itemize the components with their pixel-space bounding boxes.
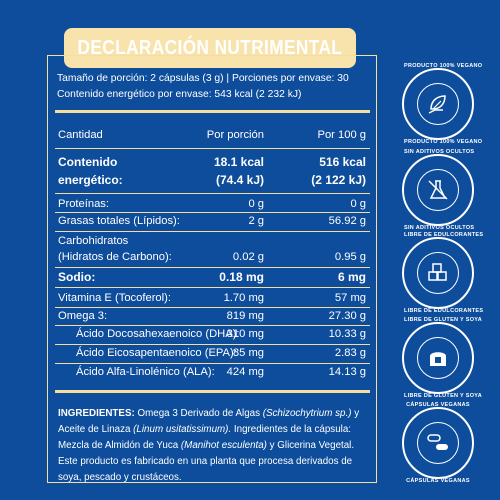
nutrient-per100: 0.95 g <box>334 251 366 263</box>
nutrient-row-sodium: Sodio: 0.18 mg 6 mg <box>58 270 368 284</box>
nutrient-label: Ácido Eicosapentaenoico (EPA): <box>76 347 237 359</box>
energy-label-2: energético: <box>58 173 123 187</box>
nutrient-row: Carbohidratos <box>58 235 368 247</box>
nutrient-portion: 819 mg <box>226 310 264 322</box>
divider-thick <box>55 110 370 113</box>
nutrient-row: Proteínas: 0 g 0 g <box>58 198 368 210</box>
divider <box>55 267 370 268</box>
badge-label: CÁPSULAS VEGANAS <box>406 478 470 484</box>
nutrient-per100: 2.83 g <box>334 347 366 359</box>
badge-label: CÁPSULAS VEGANAS <box>406 402 470 408</box>
nutrient-per100: 10.33 g <box>328 328 366 340</box>
nutrient-per100: 27.30 g <box>328 310 366 322</box>
divider <box>55 363 370 364</box>
ingredients-part: y Aceite de Linaza <box>58 408 360 435</box>
nutrient-portion: 0.02 g <box>232 251 264 263</box>
nutrient-label: Ácido Alfa-Linolénico (ALA): <box>76 366 215 378</box>
nutrient-row-sub: Ácido Docosahexaenoico (DHA): 310 mg 10.… <box>58 328 368 340</box>
badge-gluten-soy-free: LIBRE DE GLUTEN Y SOYA LIBRE DE GLUTEN Y… <box>402 317 482 399</box>
badge-label: PRODUCTO 100% VEGANO <box>404 63 483 69</box>
nutrient-row-sub: Ácido Alfa-Linolénico (ALA): 424 mg 14.1… <box>58 366 368 378</box>
badge-label: PRODUCTO 100% VEGANO <box>404 139 483 145</box>
nutrient-row: Omega 3: 819 mg 27.30 g <box>58 310 368 322</box>
ingredients-part: y Glicerina Vegetal. Este producto es fa… <box>58 440 355 483</box>
nutrient-row-sub: Ácido Eicosapentaenoico (EPA): 85 mg 2.8… <box>58 347 368 359</box>
badge-label: LIBRE DE EDULCORANTES <box>404 232 484 238</box>
energy-kcal-100: 516 kcal <box>319 155 366 169</box>
ingredients-part: Ingredientes de la cápsula: Mezcla de Al… <box>58 424 351 451</box>
header-quantity: Cantidad <box>58 129 103 141</box>
nutrient-portion: 85 mg <box>232 347 264 359</box>
nutrient-label: Ácido Docosahexaenoico (DHA): <box>76 328 240 340</box>
divider <box>55 231 370 232</box>
leaf-hand-icon <box>428 95 446 114</box>
nutrient-per100: 56.92 g <box>328 215 366 227</box>
nutrient-row: (Hidratos de Carbono): 0.02 g 0.95 g <box>58 251 368 263</box>
badge-label: SIN ADITIVOS OCULTOS <box>404 149 475 155</box>
energy-label-1: Contenido <box>58 155 118 169</box>
divider <box>55 325 370 326</box>
nutrition-panel <box>47 55 377 483</box>
nutrient-row: Vitamina E (Tocoferol): 1.70 mg 57 mg <box>58 292 368 304</box>
nutrient-per100: 0 g <box>350 198 366 210</box>
ingredients-species: (Linum usitatissimum). <box>133 424 232 435</box>
badge-vegan-capsules: CÁPSULAS VEGANAS CÁPSULAS VEGANAS <box>402 402 474 484</box>
nutrient-portion: 1.70 mg <box>223 292 264 304</box>
nutrient-label: Grasas totales (Lípidos): <box>58 215 180 227</box>
serving-info: Tamaño de porción: 2 cápsulas (3 g) | Po… <box>57 71 377 103</box>
energy-row-2: energético: (74.4 kJ) (2 122 kJ) <box>58 173 368 187</box>
badge-label: LIBRE DE GLUTEN Y SOYA <box>404 317 483 323</box>
header-per-portion: Por porción <box>206 129 264 141</box>
ingredients-part: Omega 3 Derivado de Algas <box>134 408 263 419</box>
energy-kj-100: (2 122 kJ) <box>311 173 366 187</box>
ingredients-text: INGREDIENTES: Omega 3 Derivado de Algas … <box>58 406 374 486</box>
nutrient-label: Carbohidratos <box>58 235 129 247</box>
serving-line-1: Tamaño de porción: 2 cápsulas (3 g) | Po… <box>57 73 349 84</box>
nutrient-label: Sodio: <box>58 270 96 284</box>
ingredients-species: (Schizochytrium sp.) <box>262 408 352 419</box>
divider <box>55 212 370 213</box>
flask-crossed-icon <box>428 180 448 200</box>
title-banner: DECLARACIÓN NUTRIMENTAL <box>64 28 356 68</box>
sugar-cubes-icon <box>428 263 447 281</box>
bread-icon <box>430 352 446 366</box>
panel-title: DECLARACIÓN NUTRIMENTAL <box>77 36 343 59</box>
divider <box>55 344 370 345</box>
badge-no-additives: SIN ADITIVOS OCULTOS SIN ADITIVOS OCULTO… <box>402 149 474 231</box>
nutrient-portion: 0 g <box>248 198 264 210</box>
badge-vegan: PRODUCTO 100% VEGANO PRODUCTO 100% VEGAN… <box>402 63 482 145</box>
divider <box>55 193 370 194</box>
divider <box>55 148 370 149</box>
divider <box>55 287 370 288</box>
ingredients-species: (Manihot esculenta) <box>180 440 267 451</box>
ingredients-heading: INGREDIENTES: <box>58 408 135 419</box>
serving-line-2: Contenido energético por envase: 543 kca… <box>57 89 302 100</box>
nutrient-label: (Hidratos de Carbono): <box>58 251 172 263</box>
energy-row-1: Contenido 18.1 kcal 516 kcal <box>58 155 368 169</box>
nutrient-per100: 14.13 g <box>328 366 366 378</box>
nutrient-label: Vitamina E (Tocoferol): <box>58 292 171 304</box>
energy-kj-portion: (74.4 kJ) <box>215 173 264 187</box>
badge-no-sweeteners: LIBRE DE EDULCORANTES LIBRE DE EDULCORAN… <box>402 232 483 314</box>
badge-label: LIBRE DE EDULCORANTES <box>404 308 484 314</box>
nutrient-row: Grasas totales (Lípidos): 2 g 56.92 g <box>58 215 368 227</box>
header-per-100g: Por 100 g <box>317 129 366 141</box>
nutrient-per100: 57 mg <box>334 292 366 304</box>
table-header: Cantidad Por porción Por 100 g <box>58 129 368 141</box>
energy-kcal-portion: 18.1 kcal <box>213 155 264 169</box>
nutrient-portion: 424 mg <box>226 366 264 378</box>
divider <box>55 307 370 308</box>
badge-label: LIBRE DE GLUTEN Y SOYA <box>404 393 483 399</box>
capsules-icon <box>427 434 448 450</box>
nutrient-label: Proteínas: <box>58 198 109 210</box>
nutrient-per100: 6 mg <box>337 270 366 284</box>
nutrient-portion: 0.18 mg <box>219 270 264 284</box>
nutrient-portion: 2 g <box>248 215 264 227</box>
nutrient-portion: 310 mg <box>226 328 264 340</box>
nutrient-label: Omega 3: <box>58 310 108 322</box>
badge-label: SIN ADITIVOS OCULTOS <box>404 225 475 231</box>
divider-thick <box>55 390 370 393</box>
